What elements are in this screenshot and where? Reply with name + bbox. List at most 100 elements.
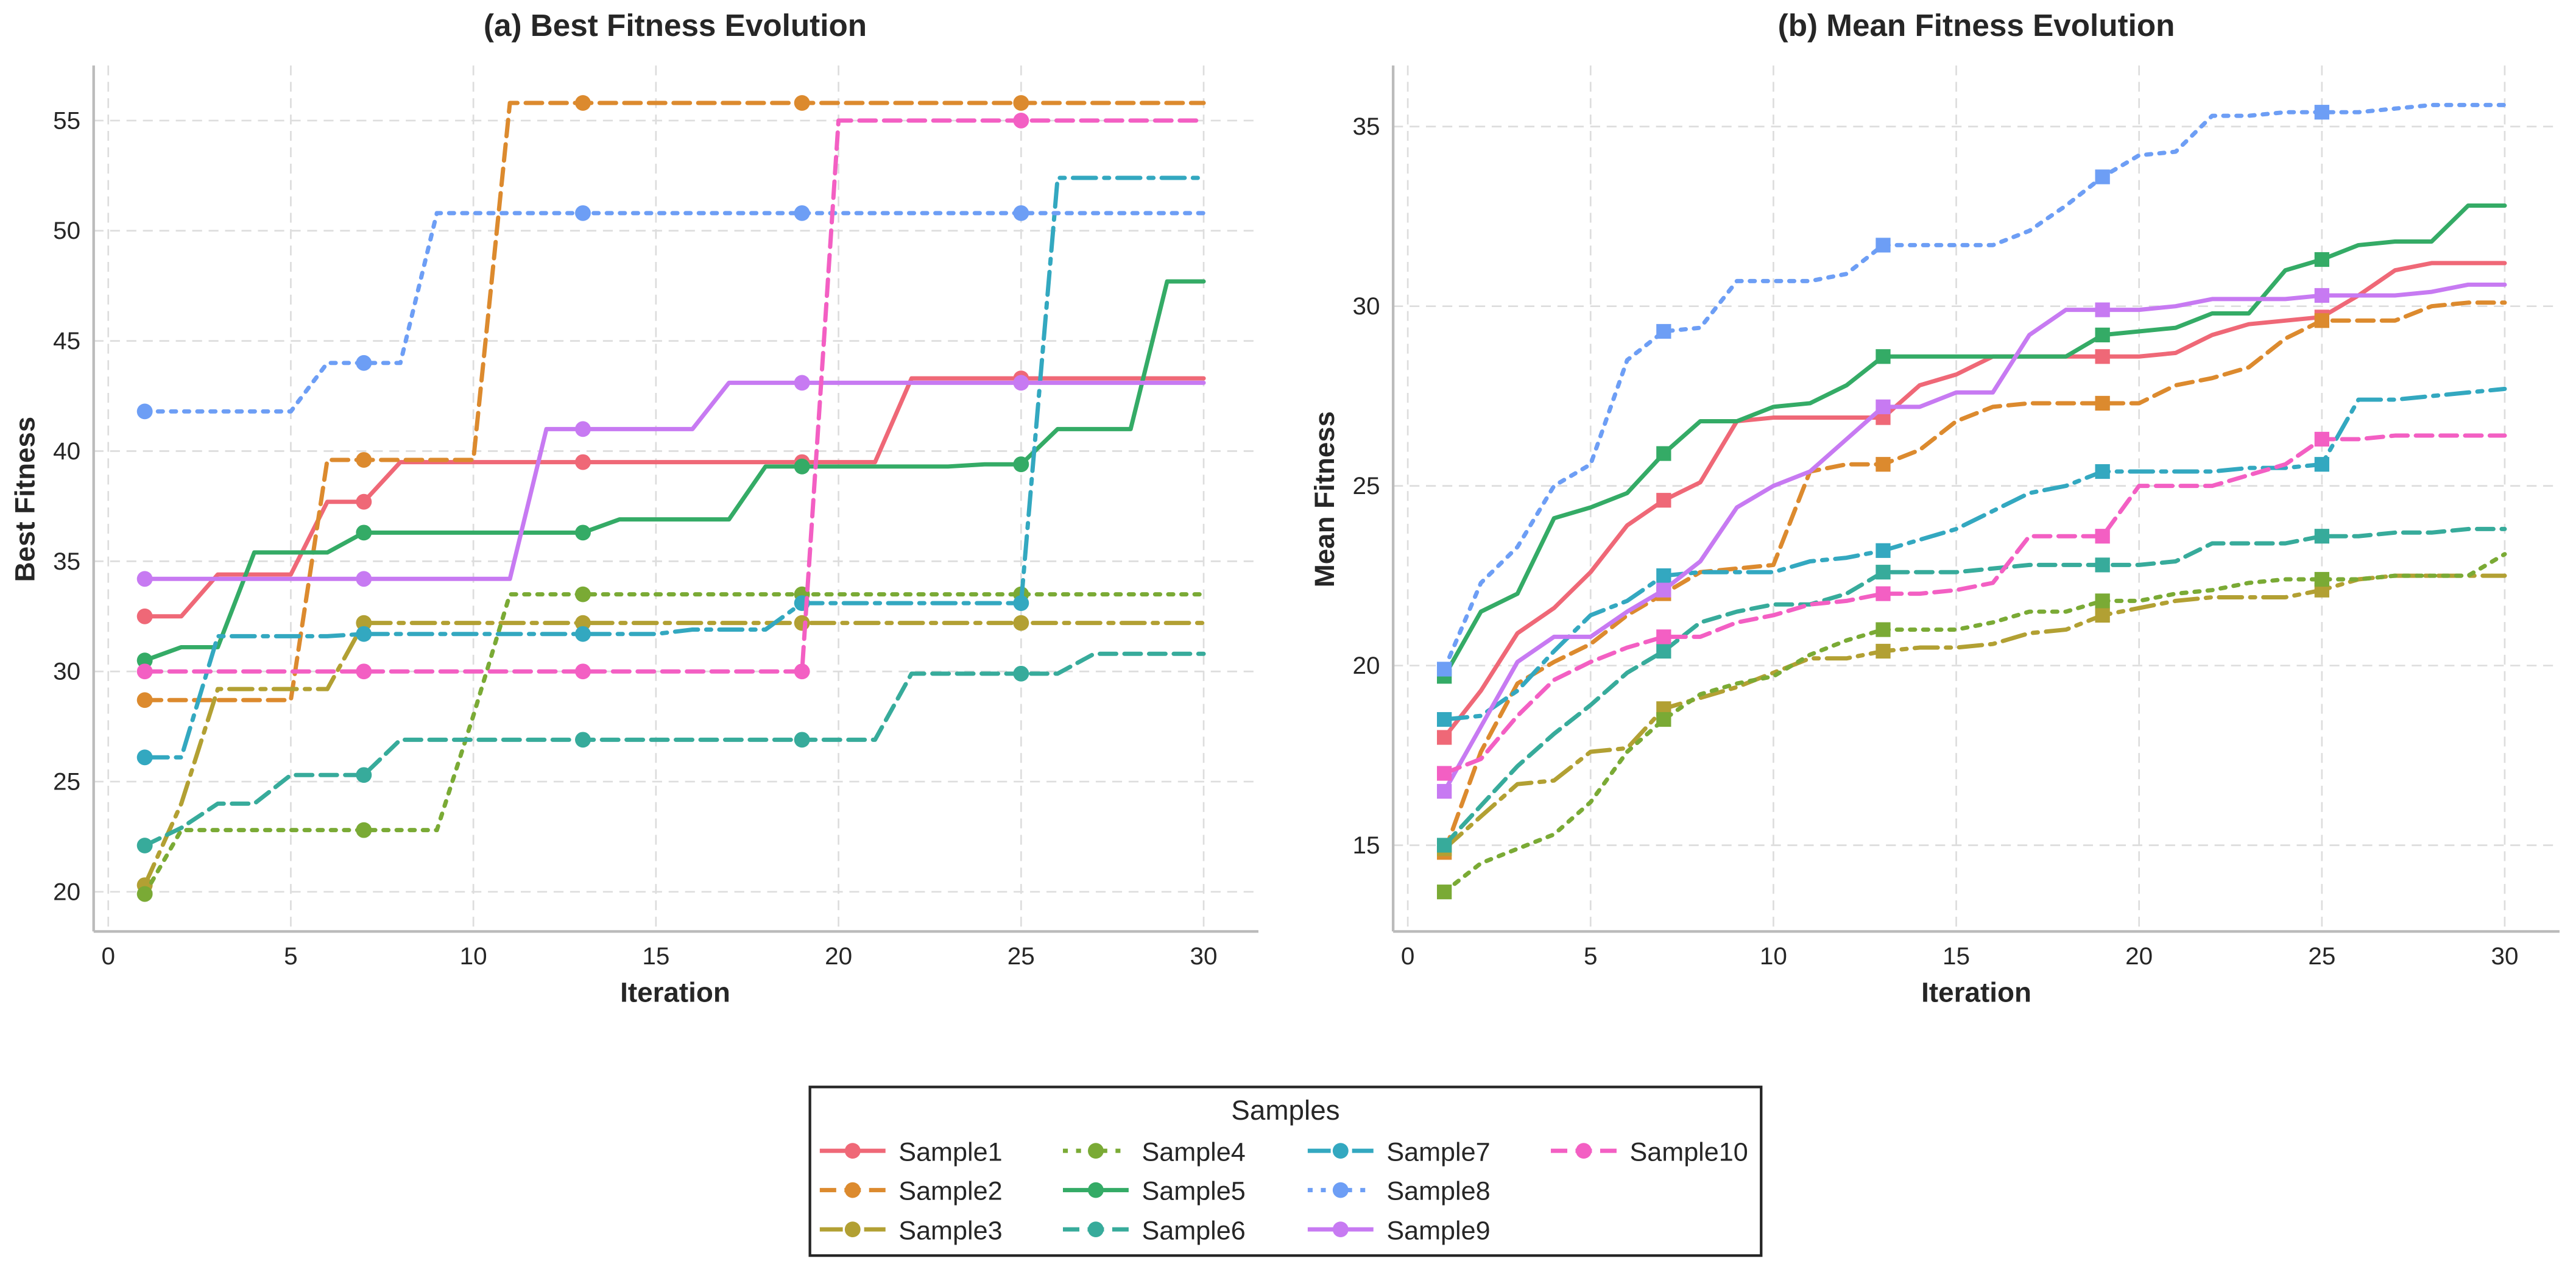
chart-a-point-sample5: [794, 458, 810, 475]
chart-a-point-sample3: [356, 615, 372, 631]
chart-a-series-line-sample4: [143, 592, 1206, 897]
chart-b-x-tick-label: 20: [2125, 942, 2153, 970]
legend-marker-sample5: [1087, 1182, 1104, 1198]
chart-a-point-sample2: [1013, 95, 1029, 111]
chart-b-point-sample1: [2095, 349, 2110, 364]
chart-b-point-sample3: [2095, 607, 2110, 623]
legend-marker-sample7: [1332, 1143, 1349, 1159]
chart-b-point-sample7: [2095, 464, 2110, 479]
chart-a-point-sample10: [575, 663, 591, 680]
chart-b-point-sample7: [1876, 543, 1891, 558]
chart-a-point-sample5: [575, 524, 591, 541]
chart-a-series-line-sample2: [143, 101, 1206, 702]
chart-a-xlabel: Iteration: [620, 977, 730, 1008]
chart-a-point-sample3: [575, 615, 591, 631]
legend-label-sample7: Sample7: [1386, 1137, 1490, 1167]
legend-marker-sample4: [1087, 1143, 1104, 1159]
chart-a-point-sample6: [136, 838, 153, 853]
chart-a-point-sample3: [794, 615, 810, 631]
chart-b-series-line-sample7: [1442, 386, 2507, 722]
chart-b-x-tick-label: 0: [1401, 942, 1415, 970]
chart-b-point-sample9: [1656, 582, 1671, 598]
legend-marker-sample1: [844, 1143, 861, 1159]
chart-a-point-sample6: [1013, 665, 1029, 682]
chart-b-series-line-sample3: [1442, 573, 2507, 851]
chart-a-point-sample8: [1013, 205, 1029, 221]
chart-b-point-sample9: [1437, 783, 1452, 799]
chart-b-point-sample10: [1876, 586, 1891, 601]
chart-a-point-sample4: [136, 886, 153, 902]
chart-a-x-tick-label: 30: [1190, 942, 1218, 970]
chart-a-point-sample2: [356, 452, 372, 468]
chart-a-x-tick-label: 10: [460, 942, 487, 970]
chart-b-x-tick-label: 5: [1584, 942, 1598, 970]
chart-b-x-tick-label: 15: [1943, 942, 1970, 970]
legend-label-sample4: Sample4: [1142, 1137, 1245, 1167]
chart-a-y-tick-label: 35: [53, 547, 80, 575]
legend-marker-sample3: [844, 1221, 861, 1238]
legend-label-sample5: Sample5: [1142, 1177, 1245, 1206]
chart-b-point-sample10: [2314, 431, 2329, 447]
legend-marker-sample8: [1332, 1182, 1349, 1198]
chart-a-point-sample4: [356, 822, 372, 838]
chart-b-x-tick-label: 30: [2491, 942, 2518, 970]
legend-label-sample9: Sample9: [1386, 1216, 1490, 1245]
chart-b-point-sample8: [2314, 105, 2329, 120]
legend-title: Samples: [1231, 1095, 1339, 1126]
chart-b-series-line-sample4: [1442, 552, 2507, 894]
chart-a-point-sample4: [575, 586, 591, 602]
chart-a-ylabel: Best Fitness: [10, 417, 41, 582]
chart-a-x-tick-label: 5: [284, 942, 298, 970]
chart-a-y-tick-label: 55: [53, 106, 80, 134]
chart-a-y-tick-label: 40: [53, 437, 80, 465]
legend-marker-sample6: [1087, 1221, 1104, 1238]
chart-a-title: (a) Best Fitness Evolution: [484, 8, 867, 43]
chart-a-point-sample9: [356, 571, 372, 587]
chart-a-point-sample9: [794, 375, 810, 391]
chart-b-point-sample3: [1876, 643, 1891, 659]
chart-b-point-sample6: [1656, 643, 1671, 659]
chart-b-point-sample5: [2095, 327, 2110, 342]
chart-b-point-sample5: [1876, 349, 1891, 364]
chart-b-point-sample8: [1437, 662, 1452, 677]
legend-marker-sample10: [1576, 1143, 1592, 1159]
chart-a-point-sample6: [356, 767, 372, 783]
chart-b-point-sample7: [2314, 457, 2329, 472]
legend-label-sample1: Sample1: [898, 1137, 1002, 1167]
legend-frame: [808, 1086, 1763, 1257]
chart-a-point-sample8: [575, 205, 591, 221]
chart-a-series-line-sample7: [143, 175, 1206, 760]
legend-marker-sample2: [844, 1182, 861, 1198]
chart-a-series-line-sample3: [143, 621, 1206, 888]
chart-a-point-sample5: [356, 524, 372, 541]
chart-a-plot-area: 0 5 10 15 20 25 30 20 25 30 35 40 45 50 55: [53, 65, 1258, 970]
chart-b-point-sample6: [1437, 838, 1452, 853]
chart-b-point-sample9: [1876, 399, 1891, 414]
chart-a-point-sample8: [136, 403, 153, 420]
chart-a-y-tick-label: 30: [53, 657, 80, 685]
chart-b-y-tick-label: 35: [1353, 112, 1380, 140]
chart-a-point-sample6: [575, 732, 591, 748]
chart-b-point-sample2: [2095, 395, 2110, 411]
chart-b-point-sample10: [2095, 529, 2110, 544]
chart-a-y-tick-label: 45: [53, 327, 80, 355]
chart-a-point-sample10: [1013, 113, 1029, 129]
chart-b-ylabel: Mean Fitness: [1309, 411, 1340, 587]
chart-a-point-sample6: [794, 732, 810, 748]
chart-b-point-sample4: [1437, 885, 1452, 900]
chart-b-point-sample6: [1876, 565, 1891, 580]
chart-b-point-sample5: [2314, 252, 2329, 267]
chart-b-point-sample6: [2095, 557, 2110, 573]
legend-label-sample10: Sample10: [1629, 1137, 1748, 1167]
chart-a-point-sample10: [794, 663, 810, 680]
chart-b-series-line-sample6: [1442, 526, 2507, 847]
chart-a-point-sample5: [136, 652, 153, 669]
chart-a-point-sample1: [356, 493, 372, 510]
chart-b-plot-area: 0 5 10 15 20 25 30 15 20 25 30 35: [1353, 65, 2560, 970]
chart-a-point-sample9: [1013, 375, 1029, 391]
chart-b-point-sample4: [2095, 593, 2110, 609]
chart-b-point-sample8: [1656, 323, 1671, 339]
chart-a-y-tick-label: 20: [53, 877, 80, 905]
chart-b-title: (b) Mean Fitness Evolution: [1778, 8, 2175, 43]
